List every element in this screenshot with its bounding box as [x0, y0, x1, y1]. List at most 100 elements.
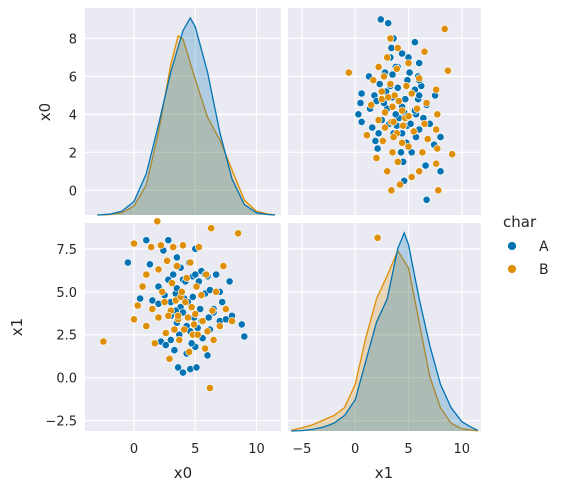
scatter-point-b: [374, 63, 383, 71]
kde-fill-x1-b: [291, 250, 478, 431]
scatter-point-b: [99, 337, 108, 346]
x-axis-label-x0: x0: [174, 464, 192, 482]
scatter-point-b: [432, 159, 441, 168]
scatter-point-b: [193, 330, 202, 339]
scatter-point-b: [407, 173, 416, 181]
scatter-point-b: [386, 80, 395, 88]
scatter-point-b: [388, 148, 397, 157]
scatter-point-b: [389, 133, 398, 141]
scatter-point-a: [212, 270, 220, 279]
gridlines: [85, 8, 481, 431]
scatter-point-b: [163, 256, 171, 265]
scatter-point-b: [194, 243, 203, 251]
scatter-point-b: [448, 150, 457, 159]
scatter-point-b: [383, 53, 392, 62]
scatter-point-b: [187, 303, 196, 312]
scatter-point-b: [182, 274, 191, 282]
y-tick-label-x0: 2: [69, 146, 77, 161]
scatter-point-b: [374, 116, 383, 124]
scatter-point-b: [420, 47, 429, 56]
scatter-point-b: [415, 167, 424, 176]
scatter-point-b: [170, 325, 179, 334]
scatter-point-a: [406, 119, 415, 128]
scatter-point-a: [240, 332, 249, 341]
scatter-point-a: [142, 236, 151, 245]
scatter-point-b: [205, 384, 214, 392]
scatter-point-b: [388, 102, 397, 111]
scatter-point-b: [186, 258, 195, 267]
legend-label-a: A: [539, 239, 549, 255]
scatter-point-a: [375, 80, 384, 88]
scatter-point-b: [160, 298, 169, 306]
legend-label-b: B: [539, 262, 549, 278]
scatter-point-a: [161, 341, 170, 349]
scatter-point-a: [148, 296, 157, 305]
scatter-point-b: [219, 262, 228, 270]
scatter-point-b: [209, 335, 218, 344]
scatter-point-b: [377, 87, 386, 96]
scatter-point-b: [386, 34, 395, 43]
scatter-point-b: [381, 108, 389, 117]
scatter-point-a: [397, 148, 405, 157]
scatter-point-b: [207, 224, 216, 233]
scatter-point-b: [369, 76, 378, 85]
x-tick-label-x1: 5: [404, 442, 412, 457]
scatter-point-b: [433, 110, 442, 119]
scatter-point-b: [407, 89, 416, 98]
legend-title: char: [503, 213, 537, 231]
y-tick-label-x0: 8: [69, 32, 77, 47]
scatter-point-b: [221, 305, 230, 313]
scatter-point-a: [415, 91, 424, 100]
scatter-point-a: [203, 351, 212, 360]
scatter-point-a: [164, 236, 173, 245]
scatter-point-b: [373, 233, 382, 242]
scatter-point-b: [179, 241, 187, 250]
scatter-point-b: [147, 243, 156, 251]
scatter-point-b: [443, 66, 452, 75]
kde-line-x0-a: [97, 16, 275, 216]
scatter-point-b: [174, 311, 182, 320]
scatter-point-a: [368, 123, 377, 132]
scatter-point-b: [398, 106, 406, 115]
scatter-point-a: [357, 89, 366, 98]
scatter-point-a: [421, 161, 430, 170]
scatter-point-b: [404, 112, 413, 121]
scatter-point-b: [198, 317, 207, 325]
x-axis-label-x1: x1: [375, 464, 393, 482]
scatter-point-b: [432, 85, 441, 94]
scatter-point-a: [422, 195, 431, 204]
x-tick-label-x1: 0: [351, 442, 359, 457]
scatter-point-b: [404, 59, 413, 67]
scatter-point-b: [154, 265, 163, 274]
scatter-point-b: [202, 270, 211, 279]
scatter-point-a: [393, 83, 402, 92]
scatter-point-b: [377, 95, 386, 104]
scatter-point-b: [208, 306, 217, 315]
scatter-point-b: [172, 262, 181, 270]
kde-line-x0-b: [97, 34, 275, 216]
scatter-point-b: [418, 148, 427, 157]
scatter-point-b: [169, 243, 178, 251]
scatter-point-b: [158, 287, 167, 296]
scatter-point-b: [409, 127, 418, 136]
scatter-point-a: [174, 363, 182, 372]
x-tick-label-x1: −5: [292, 442, 311, 457]
x-tick-label-x0: 5: [191, 442, 199, 457]
scatter-point-a: [196, 305, 205, 313]
scatter-point-b: [161, 329, 170, 337]
scatter-point-b: [367, 101, 376, 109]
legend: char A B: [503, 213, 549, 278]
scatter-point-b: [201, 344, 209, 353]
x-tick-label-x0: 0: [130, 442, 138, 457]
scatter-point-a: [124, 258, 132, 267]
scatter-point-a: [187, 339, 196, 348]
scatter-point-a: [136, 294, 144, 303]
scatter-point-b: [192, 282, 201, 291]
scatter-point-a: [436, 133, 445, 141]
x-tick-label-x1: 10: [454, 442, 471, 457]
tick-labels: 0 5 10 −5 0 5 10 0 2 4 6 8 −2.5 0.0 2.5 5.0 7.5: [45, 32, 470, 457]
y-tick-label-x0: 4: [69, 108, 77, 123]
scatter-point-b: [165, 354, 174, 363]
scatter-point-b: [434, 186, 443, 195]
scatter-point-b: [153, 217, 162, 226]
